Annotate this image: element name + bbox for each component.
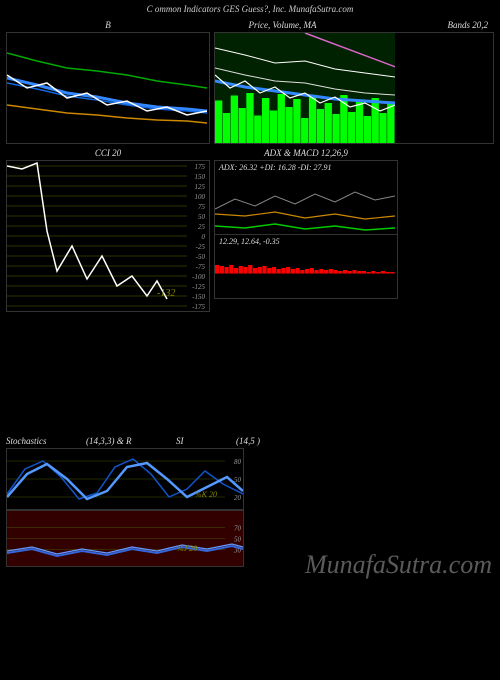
svg-text:50: 50: [198, 213, 206, 221]
header-left: C: [147, 4, 153, 14]
chart-cci: 175 150 125 100 75 50 25 0 -25 -50 -75 -100 -125 -150…: [7, 161, 207, 311]
svg-text:-100: -100: [192, 273, 205, 281]
page-header: C ommon Indicators GES Guess?, Inc. Muna…: [0, 0, 500, 18]
svg-text:-150: -150: [192, 293, 205, 301]
si-title: SI: [176, 436, 236, 446]
svg-text:80: 80: [234, 458, 242, 466]
macd-values: 12.29, 12.64, -0.35: [215, 234, 397, 248]
panel-bands-title: Bands 20,2: [351, 18, 494, 32]
spacer: [0, 314, 500, 434]
svg-text:-75: -75: [196, 263, 206, 271]
si-params: (14,5 ): [236, 436, 494, 446]
row-1: B Price, Volume, MA Bands 20,2: [0, 18, 500, 144]
svg-text:100: 100: [195, 193, 206, 201]
svg-text:175: 175: [195, 163, 206, 171]
svg-text:-25: -25: [196, 243, 206, 251]
panel-bollinger: [6, 32, 210, 144]
svg-text:20: 20: [234, 494, 242, 502]
panel-b-title: B: [6, 18, 210, 32]
svg-text:-125: -125: [192, 283, 205, 291]
svg-text:-132: -132: [157, 288, 175, 299]
svg-text:50: 50: [234, 536, 242, 544]
svg-text:-50: -50: [196, 253, 206, 261]
panel-stoch: 805020%K 20: [6, 448, 244, 510]
svg-text:%K 20: %K 20: [195, 490, 217, 499]
panel-adx-title: ADX & MACD 12,26,9: [214, 146, 398, 160]
row-2: CCI 20 175 150 125 100 75 50 25 0 -25 -50 -75 -100 -…: [0, 146, 500, 312]
panel-price-title: Price, Volume, MA: [214, 18, 351, 32]
header-center: ommon Indicators GES Guess?, Inc. Munafa…: [155, 4, 353, 14]
stoch-title: Stochastics: [6, 436, 86, 446]
svg-text:70: 70: [234, 525, 242, 533]
chart-stoch: 805020%K 20: [7, 449, 243, 509]
svg-text:25: 25: [198, 223, 206, 231]
svg-text:125: 125: [195, 183, 206, 191]
row-3: Stochastics (14,3,3) & R SI (14,5 ) 80 50…: [0, 434, 500, 567]
chart-adx: [215, 174, 395, 234]
chart-rsi: 705030%J 20: [7, 511, 243, 566]
panel-price: [214, 32, 494, 144]
svg-text:%J 20: %J 20: [177, 544, 197, 553]
chart-bollinger: [7, 33, 207, 143]
svg-text:75: 75: [198, 203, 206, 211]
stoch-params: (14,3,3) & R: [86, 436, 176, 446]
panel-cci: 175 150 125 100 75 50 25 0 -25 -50 -75 -100 -125 -150…: [6, 160, 210, 312]
svg-text:-175: -175: [192, 303, 205, 311]
panel-cci-title: CCI 20: [6, 146, 210, 160]
adx-values: ADX: 26.32 +DI: 16.28 -DI: 27.91: [215, 161, 397, 174]
svg-text:150: 150: [195, 173, 206, 181]
chart-price: [215, 33, 395, 143]
panel-adx: ADX: 26.32 +DI: 16.28 -DI: 27.91 12.29, …: [214, 160, 398, 299]
svg-text:0: 0: [202, 233, 206, 241]
panel-rsi: 705030%J 20: [6, 510, 244, 567]
chart-macd: [215, 248, 395, 298]
